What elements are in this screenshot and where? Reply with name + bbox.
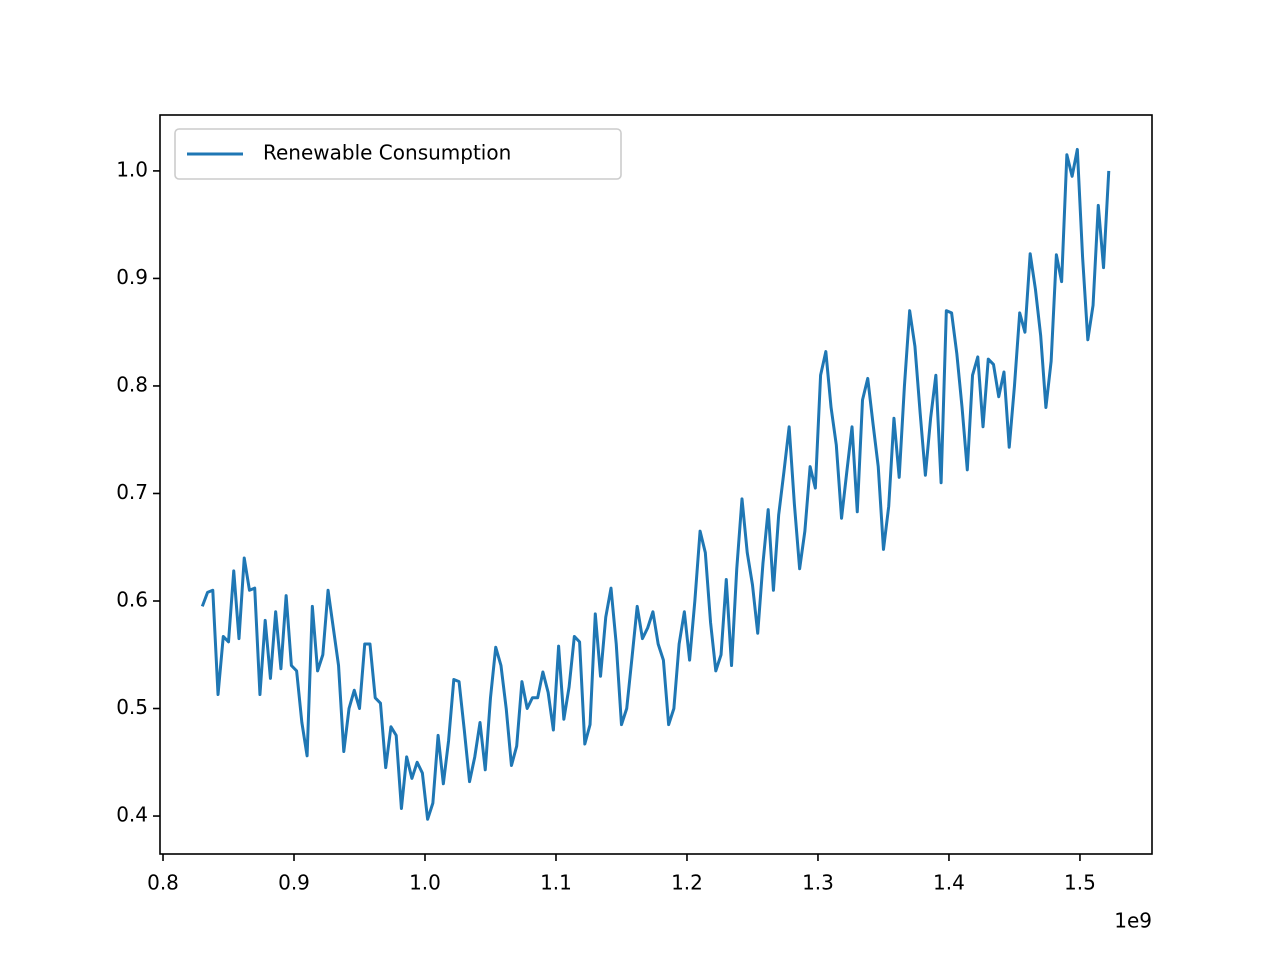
plot-frame [159, 114, 1153, 855]
x-tick-label: 1.4 [933, 871, 965, 895]
x-tick-label: 1.2 [671, 871, 703, 895]
y-tick-label: 1.0 [116, 157, 148, 181]
y-tick-label: 0.8 [116, 372, 148, 396]
legend-box [174, 128, 622, 180]
y-tick-label: 0.4 [116, 803, 148, 827]
x-tick-label: 1.5 [1064, 871, 1096, 895]
x-tick-label: 1.0 [409, 871, 441, 895]
legend-label: Renewable Consumption [263, 141, 511, 165]
x-tick-label: 1.3 [802, 871, 834, 895]
x-tick-label: 0.9 [278, 871, 310, 895]
y-tick-label: 0.7 [116, 480, 148, 504]
x-tick-label: 1.1 [540, 871, 572, 895]
y-tick-label: 0.9 [116, 265, 148, 289]
data-line [200, 147, 1111, 821]
y-tick-label: 0.5 [116, 695, 148, 719]
y-tick-label: 0.6 [116, 588, 148, 612]
x-tick-label: 0.8 [147, 871, 179, 895]
x-offset-label: 1e9 [1114, 909, 1152, 933]
